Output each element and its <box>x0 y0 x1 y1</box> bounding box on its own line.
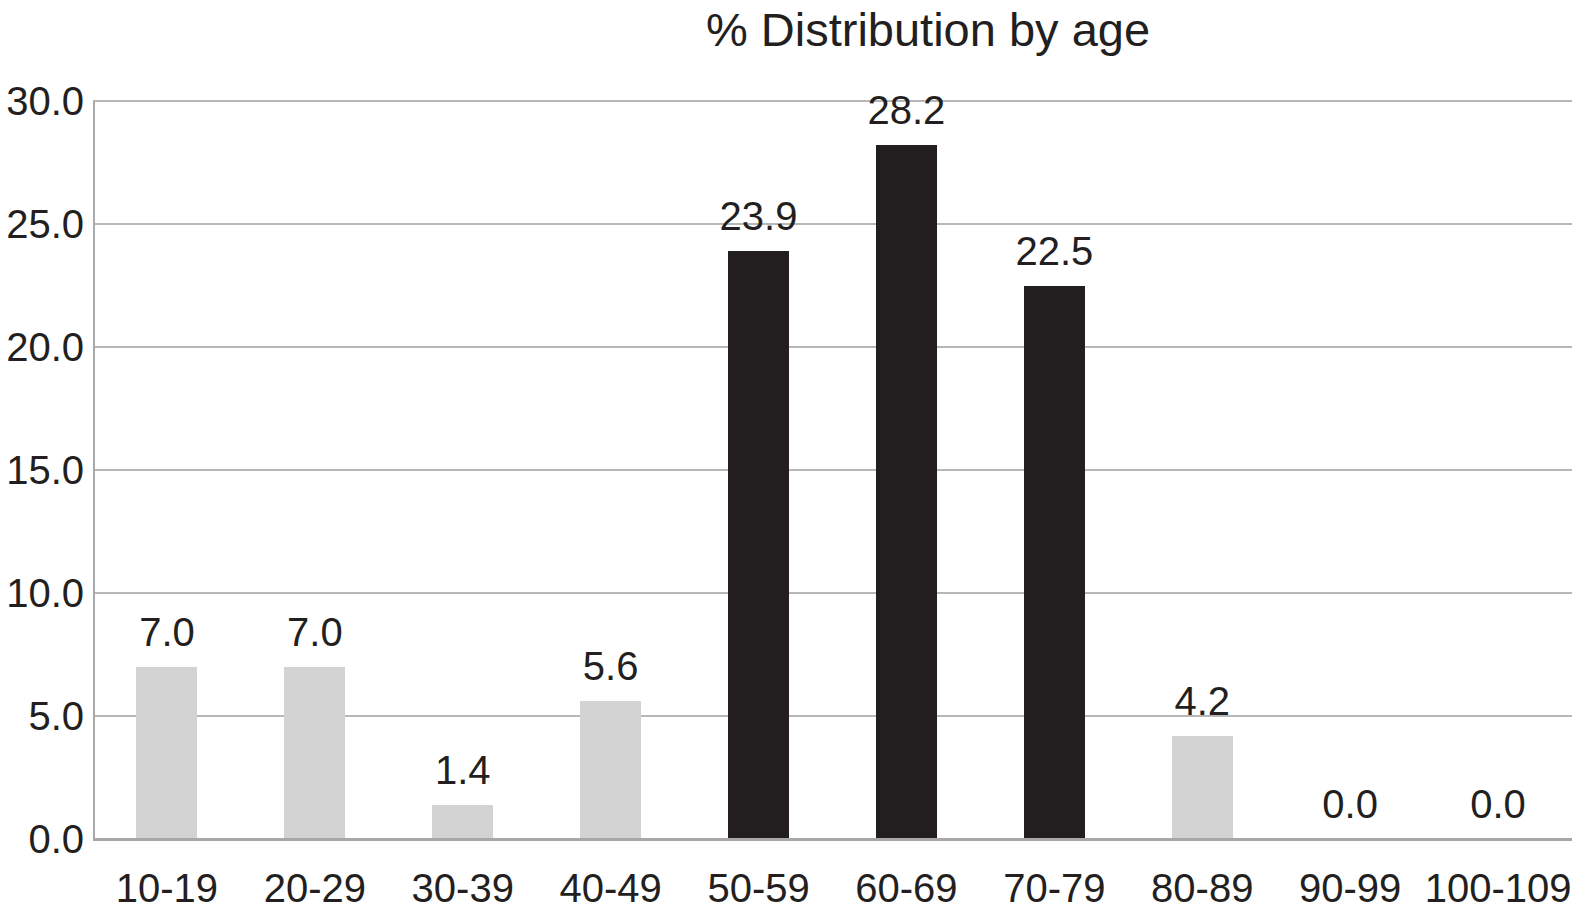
bar-value-label: 1.4 <box>435 750 491 790</box>
bar-value-label: 5.6 <box>583 646 639 686</box>
bar-value-label: 0.0 <box>1470 784 1526 824</box>
y-tick-label: 15.0 <box>0 450 84 490</box>
bar-value-label: 28.2 <box>868 90 946 130</box>
bar-value-label: 0.0 <box>1322 784 1378 824</box>
bar-value-label: 22.5 <box>1015 231 1093 271</box>
x-tick-label: 40-49 <box>559 868 661 908</box>
y-tick-label: 0.0 <box>0 819 84 859</box>
bar-value-label: 7.0 <box>287 612 343 652</box>
gridline <box>93 592 1572 594</box>
chart-title: % Distribution by age <box>706 2 1150 58</box>
x-tick-label: 50-59 <box>707 868 809 908</box>
y-tick-label: 30.0 <box>0 81 84 121</box>
gridline <box>93 346 1572 348</box>
y-tick-label: 5.0 <box>0 696 84 736</box>
bar-value-label: 7.0 <box>139 612 195 652</box>
y-axis-line <box>93 101 95 839</box>
gridline <box>93 100 1572 102</box>
bar-10-19 <box>136 667 197 839</box>
x-tick-label: 20-29 <box>264 868 366 908</box>
bar-30-39 <box>432 805 493 839</box>
x-tick-label: 80-89 <box>1151 868 1253 908</box>
x-axis-line <box>93 838 1572 841</box>
x-tick-label: 30-39 <box>412 868 514 908</box>
bar-50-59 <box>728 251 789 839</box>
bar-60-69 <box>876 145 937 839</box>
bar-value-label: 23.9 <box>720 196 798 236</box>
x-tick-label: 70-79 <box>1003 868 1105 908</box>
gridline <box>93 223 1572 225</box>
bar-40-49 <box>580 701 641 839</box>
y-tick-label: 10.0 <box>0 573 84 613</box>
bar-70-79 <box>1024 286 1085 840</box>
gridline <box>93 469 1572 471</box>
x-tick-label: 100-109 <box>1425 868 1572 908</box>
y-tick-label: 20.0 <box>0 327 84 367</box>
x-tick-label: 10-19 <box>116 868 218 908</box>
bar-value-label: 4.2 <box>1174 681 1230 721</box>
bar-20-29 <box>284 667 345 839</box>
y-tick-label: 25.0 <box>0 204 84 244</box>
x-tick-label: 60-69 <box>855 868 957 908</box>
bar-chart: % Distribution by age 0.0 5.0 10.0 15.0 20.0… <box>0 0 1572 913</box>
x-tick-label: 90-99 <box>1299 868 1401 908</box>
bar-80-89 <box>1172 736 1233 839</box>
